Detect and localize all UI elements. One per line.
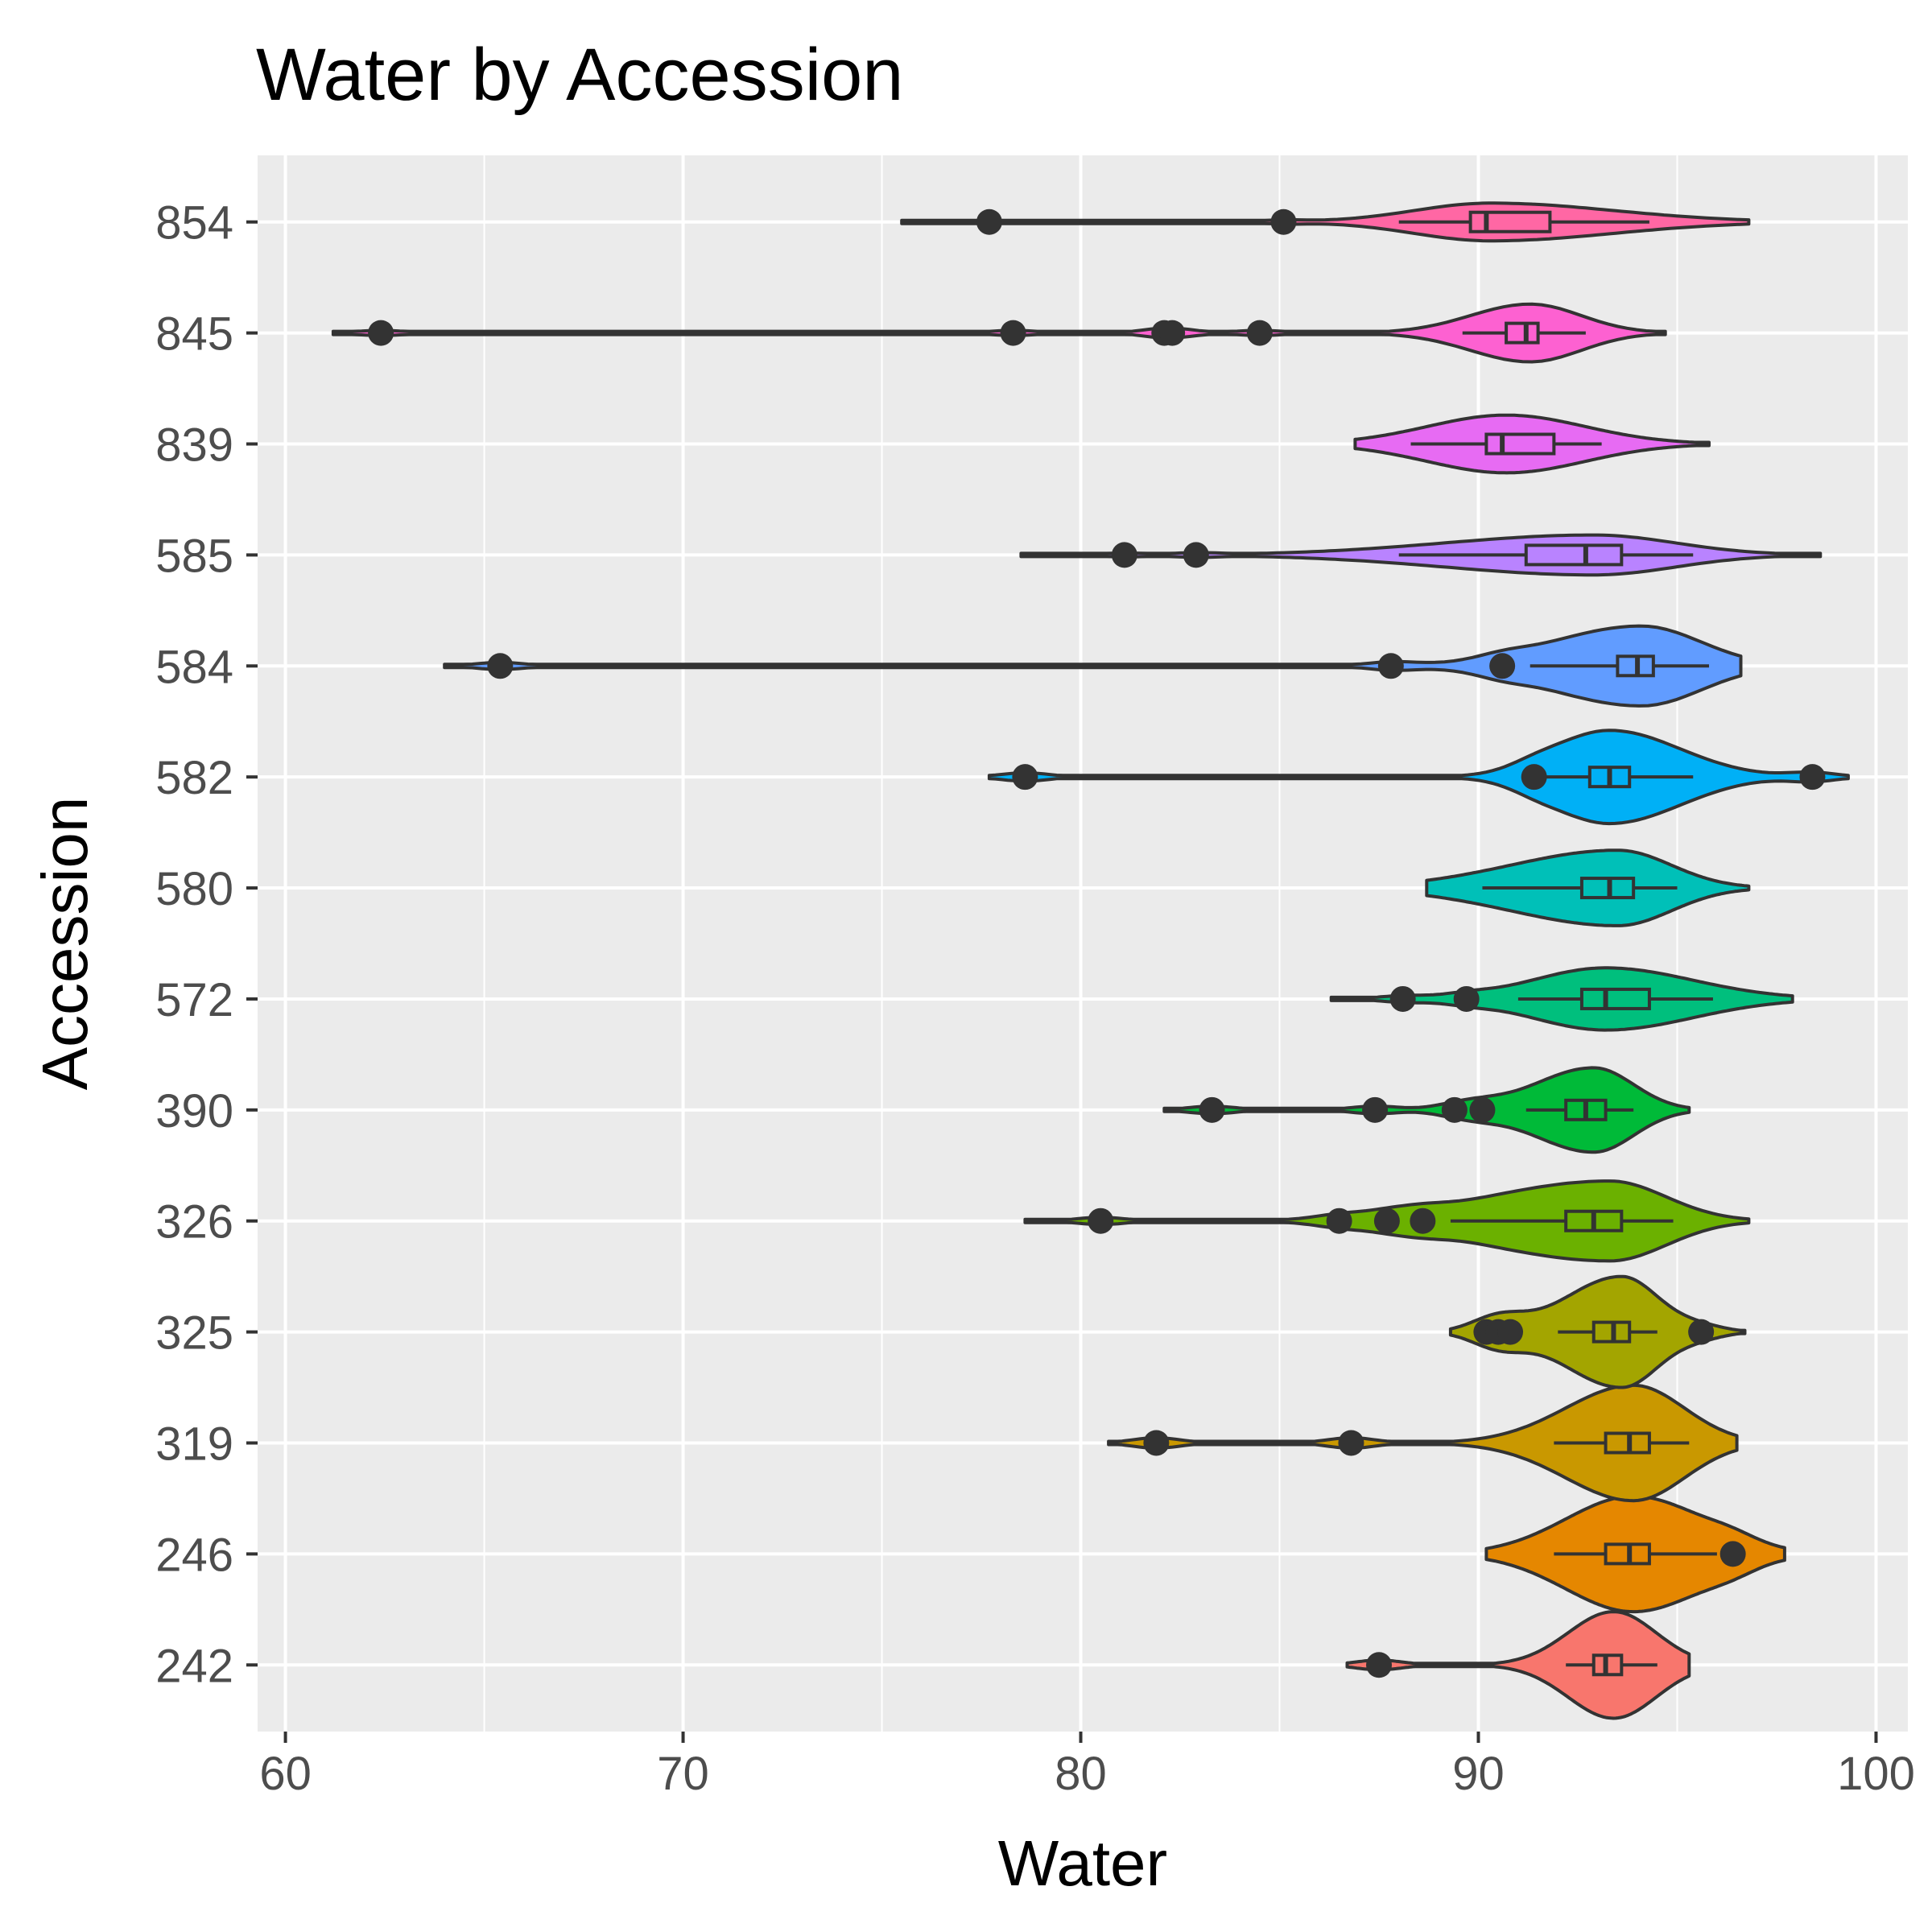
violin-572 <box>1329 966 1794 1032</box>
violin-body <box>1107 1383 1739 1503</box>
y-tick-label: 390 <box>155 1085 233 1137</box>
y-tick-label: 572 <box>155 974 233 1026</box>
violin-body <box>987 729 1850 826</box>
plot-panel <box>258 155 1908 1732</box>
x-tick-label: 80 <box>1055 1748 1107 1800</box>
violin-246 <box>1484 1494 1786 1614</box>
outlier-point <box>1366 1652 1393 1678</box>
y-tick-label: 246 <box>155 1529 233 1581</box>
outlier-point <box>1389 985 1416 1012</box>
outlier-point <box>976 208 1002 235</box>
box <box>1505 321 1540 345</box>
x-tick-label: 60 <box>259 1748 312 1800</box>
violin-319 <box>1107 1383 1739 1503</box>
axes: 242 246 319 325 326 390 572 580 582 584 585 839 845 8… <box>155 197 1915 1800</box>
outlier-point <box>1410 1208 1436 1234</box>
x-tick-label: 100 <box>1837 1748 1915 1800</box>
box <box>1579 987 1651 1010</box>
y-tick-label: 854 <box>155 197 233 250</box>
y-tick-label: 580 <box>155 863 233 915</box>
violin-845 <box>331 302 1667 364</box>
outlier-point <box>1246 320 1273 346</box>
box <box>1468 210 1552 233</box>
violins <box>331 201 1850 1720</box>
outlier-point <box>1199 1096 1225 1123</box>
outlier-point <box>1012 764 1038 791</box>
y-axis-title: Accession <box>29 797 101 1091</box>
outlier-point <box>1377 653 1404 679</box>
outlier-point <box>1799 764 1826 791</box>
outlier-point <box>1338 1430 1364 1456</box>
outlier-point <box>1719 1541 1746 1567</box>
outlier-point <box>1521 764 1547 791</box>
violin-326 <box>1023 1179 1751 1263</box>
violin-body <box>1162 1066 1691 1154</box>
y-tick-label: 845 <box>155 308 233 361</box>
outlier-point <box>1000 320 1026 346</box>
violin-582 <box>987 729 1850 826</box>
outlier-point <box>1469 1096 1496 1123</box>
violin-body <box>1345 1610 1691 1720</box>
outlier-point <box>1111 542 1137 568</box>
y-tick-label: 584 <box>155 641 233 693</box>
y-tick-label: 839 <box>155 419 233 472</box>
violin-580 <box>1425 848 1751 927</box>
violin-body <box>331 302 1667 364</box>
x-tick-label: 70 <box>657 1748 709 1800</box>
box <box>1484 432 1556 456</box>
x-axis-title: Water <box>998 1827 1167 1899</box>
y-tick-label: 585 <box>155 530 233 582</box>
outlier-point <box>1497 1319 1524 1345</box>
violin-839 <box>1353 413 1711 475</box>
violin-584 <box>443 624 1743 708</box>
y-tick-label: 242 <box>155 1640 233 1692</box>
outlier-point <box>1453 985 1480 1012</box>
outlier-point <box>1088 1208 1114 1234</box>
violin-854 <box>900 201 1751 243</box>
chart-title: Water by Accession <box>256 34 903 116</box>
violin-242 <box>1345 1610 1691 1720</box>
y-tick-label: 319 <box>155 1418 233 1470</box>
outlier-point <box>1489 653 1516 679</box>
violin-325 <box>1448 1274 1747 1389</box>
outlier-point <box>368 320 394 346</box>
violin-390 <box>1162 1066 1691 1154</box>
violin-body <box>443 624 1743 708</box>
outlier-point <box>1688 1319 1715 1345</box>
y-tick-label: 325 <box>155 1307 233 1360</box>
outlier-point <box>1183 542 1209 568</box>
box <box>1524 543 1624 567</box>
y-tick-label: 582 <box>155 752 233 804</box>
outlier-point <box>1159 320 1186 346</box>
x-tick-label: 90 <box>1452 1748 1505 1800</box>
outlier-point <box>1143 1430 1170 1456</box>
outlier-point <box>487 653 514 679</box>
outlier-point <box>1362 1096 1389 1123</box>
outlier-point <box>1326 1208 1352 1234</box>
outlier-point <box>1270 208 1297 235</box>
y-tick-label: 326 <box>155 1196 233 1249</box>
outlier-point <box>1373 1208 1400 1234</box>
violin-585 <box>1019 533 1823 577</box>
outlier-point <box>1441 1096 1468 1123</box>
